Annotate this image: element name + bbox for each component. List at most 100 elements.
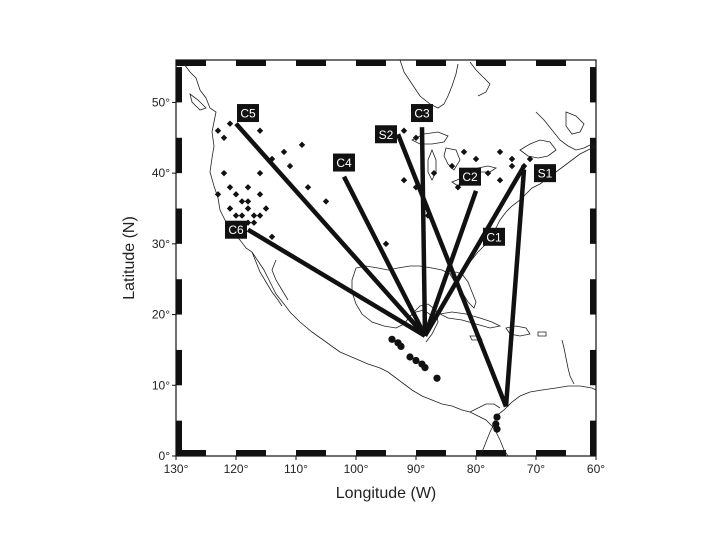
y-tick-label: 50° [152,95,170,109]
station-diamond [214,127,222,134]
station-diamond [226,184,234,191]
path-label-box [483,227,505,246]
coastline-vancouver-island [189,93,207,111]
frame-bar-left [176,279,182,315]
station-diamond [484,169,492,177]
station-diamond [496,148,504,156]
path-label-s1: S1 [534,164,556,183]
x-tick-label: 110° [284,462,308,476]
coastline-hudson-bay [399,60,459,109]
coastline-panama [469,403,501,413]
frame-bar-right [590,67,596,103]
x-tick-label: 60° [587,462,605,476]
event-circle [493,413,501,421]
frame-bar-left [176,67,182,103]
station-diamond [256,191,264,198]
station-diamond [238,198,246,205]
path-label-box [534,164,556,183]
x-tick-label: 70° [527,462,545,476]
path-label-box [225,220,247,239]
x-tick-label: 130° [164,462,189,476]
frame-bar-left [176,420,182,456]
path-label-c6: C6 [225,220,247,239]
path-label-text: C6 [228,223,244,237]
western-us-stations [214,113,330,240]
path-line-s2 [395,133,509,408]
path-label-text: C4 [336,156,352,170]
frame-bar-right [590,349,596,386]
frame-bar-bottom [416,450,446,456]
frame-bar-top [416,60,446,66]
station-diamond [244,184,252,191]
station-diamond [268,155,276,163]
x-tick-label: 120° [224,462,249,476]
coastline-florida [449,271,477,309]
event-circle [412,356,420,365]
path-label-box [333,153,355,172]
event-circle [433,374,441,382]
frame-bar-bottom [536,450,566,456]
station-diamond [226,205,234,212]
station-diamond [496,177,504,184]
station-diamond [220,169,228,177]
station-diamond [412,134,420,141]
frame-bar-right [590,279,596,315]
station-diamond [280,148,288,156]
frame-bar-bottom [296,450,326,456]
station-diamond [508,162,516,170]
frame-bar-bottom [476,450,506,456]
frame-bar-left [176,137,182,174]
central-america-events [388,335,501,433]
frame-bar-right [590,137,596,174]
path-label-text: C5 [240,107,256,121]
path-line-c4 [341,175,428,337]
frame-bar-right [590,208,596,244]
coastline-labrador [535,111,593,151]
great-lake-huron [443,147,461,171]
y-tick-label: 40° [152,166,170,180]
station-diamond [460,148,468,156]
frame-bar-bottom [236,450,266,456]
station-diamond [400,177,408,184]
frame-bar-left [176,208,182,244]
station-diamond [286,162,294,170]
frame-bar-top [176,60,206,66]
y-tick-label: 0° [159,449,171,463]
path-label-box [375,125,397,144]
frame-bar-bottom [176,450,206,456]
event-circle [421,364,429,372]
station-diamond [250,212,258,219]
path-label-c1: C1 [483,227,505,246]
path-label-box [459,167,481,186]
coastline-gulf-st-lawrence [519,139,557,159]
station-diamond [322,198,330,205]
station-diamond [220,134,228,141]
station-diamond [430,169,438,177]
station-diamond [304,184,312,191]
path-label-c3: C3 [411,104,433,123]
station-diamond [268,233,276,240]
coastline-greenland-edge [469,61,491,97]
path-label-c5: C5 [237,104,259,123]
frame-bar-right [590,420,596,456]
path-label-text: S1 [538,167,553,181]
station-diamond [244,205,252,212]
path-label-text: C2 [462,170,478,184]
station-diamond [454,184,462,191]
station-diamond [256,127,264,134]
path-label-c4: C4 [333,153,355,172]
station-diamond [226,120,234,127]
station-diamond [298,141,306,149]
path-line-c1 [423,164,526,337]
frame-bar-bottom [356,450,386,456]
frame-bar-top [356,60,386,66]
y-axis-ticks: 0° 10° 20° 30° 40° 50° [152,95,176,463]
y-tick-label: 30° [152,237,170,251]
coastline-newfoundland [565,111,585,135]
propagation-paths [234,122,527,408]
frame-bar-left [176,349,182,386]
y-tick-label: 20° [152,308,170,322]
station-diamond [382,240,390,248]
path-label-text: C3 [414,107,430,121]
